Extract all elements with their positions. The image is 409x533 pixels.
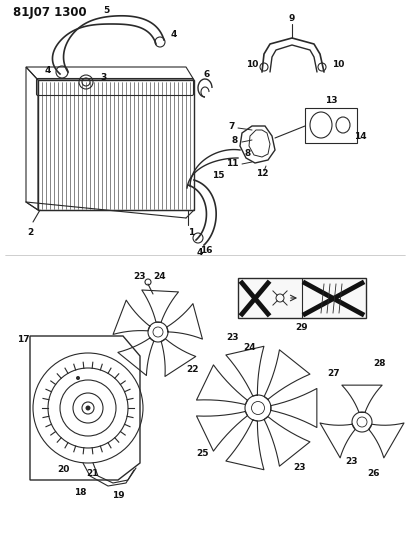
Circle shape <box>76 376 80 380</box>
Text: 6: 6 <box>203 69 210 78</box>
Text: 9: 9 <box>288 13 294 22</box>
Text: 4: 4 <box>196 247 203 256</box>
Text: 4: 4 <box>45 66 51 75</box>
Text: 81J07 1300: 81J07 1300 <box>13 5 86 19</box>
Text: 25: 25 <box>196 448 209 457</box>
Text: 23: 23 <box>226 334 239 343</box>
Text: 23: 23 <box>345 457 357 466</box>
Text: 22: 22 <box>186 366 199 375</box>
Text: 27: 27 <box>327 369 339 378</box>
Text: 21: 21 <box>87 469 99 478</box>
Text: 28: 28 <box>373 359 385 368</box>
Text: 13: 13 <box>324 95 337 104</box>
Text: 2: 2 <box>27 228 33 237</box>
Text: 11: 11 <box>225 158 238 167</box>
Text: 8: 8 <box>244 149 250 157</box>
Text: 19: 19 <box>111 491 124 500</box>
Text: 12: 12 <box>255 168 267 177</box>
Text: 1: 1 <box>187 228 193 237</box>
Text: 7: 7 <box>228 122 235 131</box>
Text: 24: 24 <box>153 271 166 280</box>
Text: 20: 20 <box>57 465 69 474</box>
Text: 29: 29 <box>295 324 308 333</box>
Text: 10: 10 <box>331 60 343 69</box>
Text: 8: 8 <box>231 135 238 144</box>
Text: 18: 18 <box>74 489 86 497</box>
Bar <box>304 108 356 143</box>
Text: 17: 17 <box>17 335 29 344</box>
Bar <box>237 278 365 318</box>
Circle shape <box>85 406 90 410</box>
Text: 16: 16 <box>199 246 212 254</box>
Text: 14: 14 <box>353 132 365 141</box>
Text: 10: 10 <box>245 60 258 69</box>
Text: 23: 23 <box>133 271 146 280</box>
Text: 3: 3 <box>101 72 107 82</box>
Text: 26: 26 <box>367 470 379 479</box>
Text: 24: 24 <box>243 343 256 352</box>
Text: 15: 15 <box>211 171 224 180</box>
Text: 4: 4 <box>171 29 177 38</box>
Text: 23: 23 <box>293 464 306 472</box>
Text: 5: 5 <box>103 5 109 14</box>
